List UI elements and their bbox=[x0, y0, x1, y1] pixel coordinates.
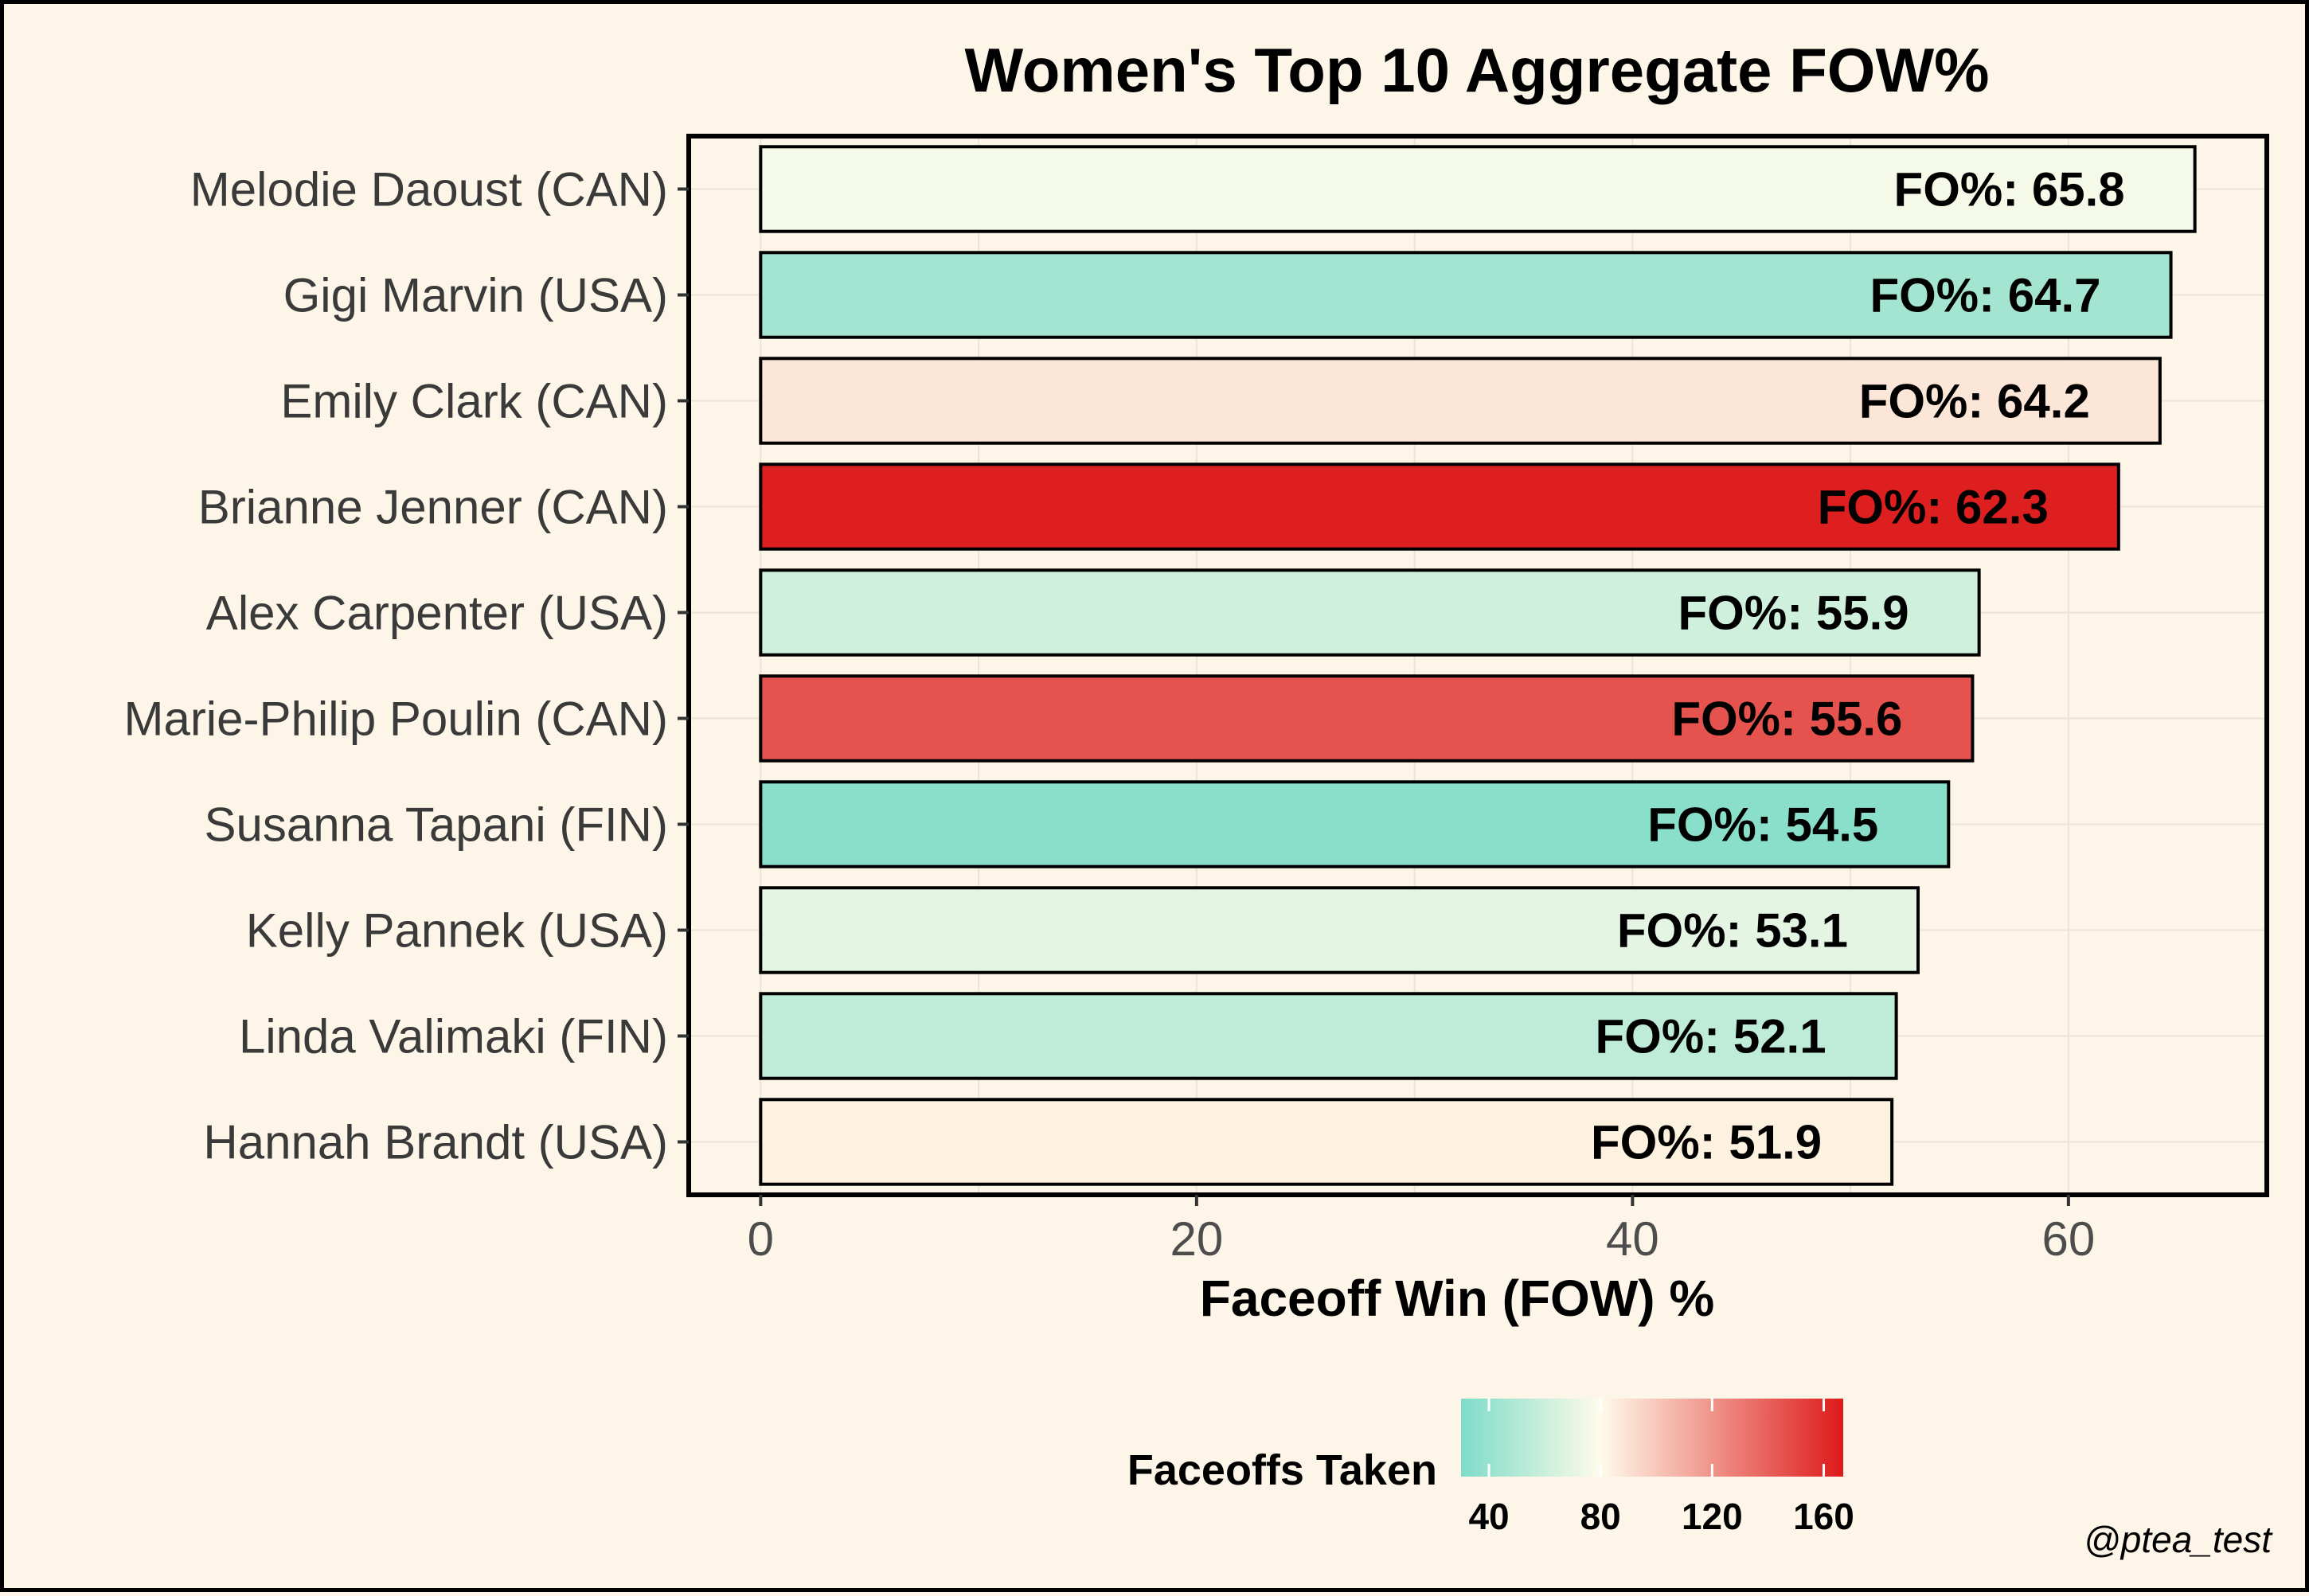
bar-value-label: FO%: 62.3 bbox=[1818, 481, 2049, 534]
bar-chart: Women's Top 10 Aggregate FOW% FO%: 65.8F… bbox=[123, 35, 2273, 1560]
bar bbox=[759, 251, 2173, 339]
x-tick-label: 40 bbox=[1606, 1212, 1659, 1266]
bar-value-label: FO%: 65.8 bbox=[1894, 163, 2125, 217]
bar-value-label: FO%: 54.5 bbox=[1647, 798, 1878, 852]
caption: @ptea_test bbox=[2084, 1519, 2273, 1560]
legend-colorbar bbox=[1461, 1399, 1843, 1477]
bar bbox=[759, 462, 2120, 551]
bar bbox=[759, 145, 2197, 233]
bar bbox=[759, 568, 1981, 657]
legend-tick-label: 80 bbox=[1580, 1496, 1621, 1537]
legend-ticks: 40 80 120 160 bbox=[1468, 1399, 1854, 1537]
legend: Faceoffs Taken 40 80 120 160 bbox=[1127, 1399, 1854, 1537]
y-tick-label: Linda Valimaki (FIN) bbox=[239, 1010, 668, 1063]
bar bbox=[759, 674, 1975, 763]
y-tick-label: Emily Clark (CAN) bbox=[280, 375, 668, 428]
x-axis-label: Faceoff Win (FOW) % bbox=[1200, 1270, 1714, 1327]
bars bbox=[759, 145, 2197, 1186]
y-tick-label: Alex Carpenter (USA) bbox=[206, 587, 668, 640]
bar-value-label: FO%: 51.9 bbox=[1591, 1116, 1822, 1169]
legend-title: Faceoffs Taken bbox=[1127, 1446, 1437, 1494]
y-tick-label: Brianne Jenner (CAN) bbox=[198, 481, 668, 534]
x-tick-label: 60 bbox=[2042, 1212, 2096, 1266]
legend-tick-label: 40 bbox=[1468, 1496, 1509, 1537]
bar bbox=[759, 357, 2162, 445]
plot-panel-border bbox=[686, 134, 2269, 1197]
x-axis: 0 20 40 60 bbox=[748, 1195, 2096, 1266]
y-tick-label: Marie-Philip Poulin (CAN) bbox=[123, 693, 668, 746]
y-tick-label: Hannah Brandt (USA) bbox=[203, 1116, 668, 1169]
x-tick-label: 0 bbox=[748, 1212, 774, 1266]
data-labels: FO%: 65.8 FO%: 64.7 FO%: 64.2 FO%: 62.3 FO%:… bbox=[1591, 163, 2125, 1169]
bar bbox=[759, 780, 1951, 868]
legend-tick-label: 120 bbox=[1682, 1496, 1743, 1537]
legend-tick-label: 160 bbox=[1793, 1496, 1854, 1537]
bar-value-label: FO%: 52.1 bbox=[1596, 1010, 1826, 1063]
chart-title: Women's Top 10 Aggregate FOW% bbox=[965, 35, 1990, 105]
bar bbox=[759, 886, 1920, 974]
bar-value-label: FO%: 53.1 bbox=[1617, 904, 1848, 958]
x-tick-label: 20 bbox=[1170, 1212, 1223, 1266]
bar-value-label: FO%: 55.9 bbox=[1678, 587, 1909, 640]
y-tick-label: Susanna Tapani (FIN) bbox=[204, 798, 668, 852]
y-tick-label: Kelly Pannek (USA) bbox=[246, 904, 668, 958]
y-tick-label: Melodie Daoust (CAN) bbox=[190, 163, 668, 217]
y-tick-label: Gigi Marvin (USA) bbox=[283, 269, 668, 322]
y-axis: Melodie Daoust (CAN) Gigi Marvin (USA) Emi… bbox=[123, 163, 689, 1169]
bar bbox=[759, 1098, 1894, 1186]
bar bbox=[759, 992, 1898, 1080]
bar-value-label: FO%: 64.7 bbox=[1869, 269, 2100, 322]
bar-value-label: FO%: 64.2 bbox=[1859, 375, 2090, 428]
bar-value-label: FO%: 55.6 bbox=[1671, 693, 1902, 746]
